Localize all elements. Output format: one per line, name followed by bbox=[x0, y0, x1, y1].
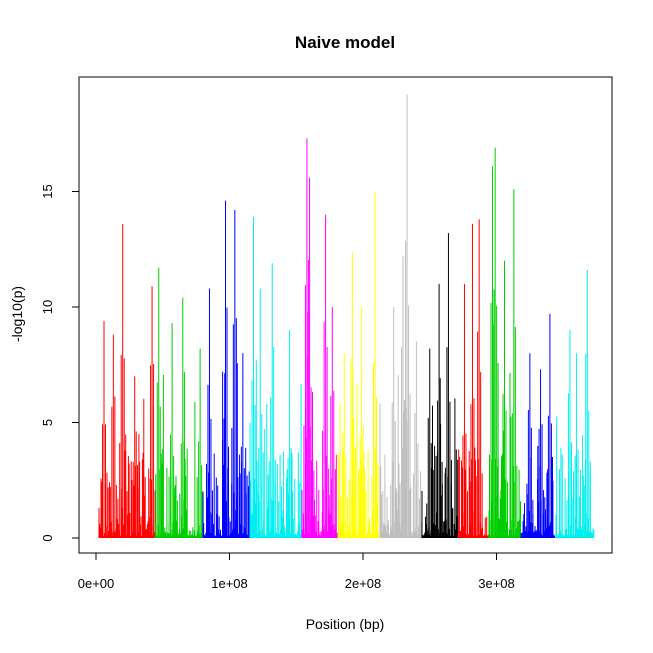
chart-title: Naive model bbox=[295, 33, 395, 52]
x-tick-label: 0e+00 bbox=[78, 576, 115, 591]
chromosome-series bbox=[301, 138, 338, 538]
y-tick-label: 10 bbox=[40, 300, 55, 314]
x-tick-label: 3e+08 bbox=[478, 576, 515, 591]
chromosome-series bbox=[98, 223, 156, 538]
chromosome-series bbox=[520, 313, 556, 538]
x-tick-label: 2e+08 bbox=[345, 576, 382, 591]
chromosome-series bbox=[421, 233, 459, 538]
chromosome-series bbox=[379, 94, 422, 538]
x-tick-label: 1e+08 bbox=[211, 576, 248, 591]
y-tick-label: 0 bbox=[40, 534, 55, 541]
chromosome-series bbox=[249, 216, 302, 538]
x-axis-label: Position (bp) bbox=[306, 616, 385, 632]
chromosome-series bbox=[457, 219, 489, 538]
x-axis: 0e+00 1e+08 2e+08 3e+08 bbox=[78, 552, 515, 591]
chromosome-series bbox=[555, 270, 595, 538]
plot-bars bbox=[98, 94, 595, 538]
y-tick-label: 15 bbox=[40, 184, 55, 198]
chromosome-series bbox=[337, 191, 380, 538]
chromosome-series bbox=[488, 147, 521, 538]
y-axis-label: -log10(p) bbox=[9, 286, 25, 342]
chromosome-series bbox=[154, 267, 204, 538]
y-axis: 0 5 10 15 bbox=[40, 184, 80, 542]
y-tick-label: 5 bbox=[40, 419, 55, 426]
chromosome-series bbox=[202, 200, 250, 538]
